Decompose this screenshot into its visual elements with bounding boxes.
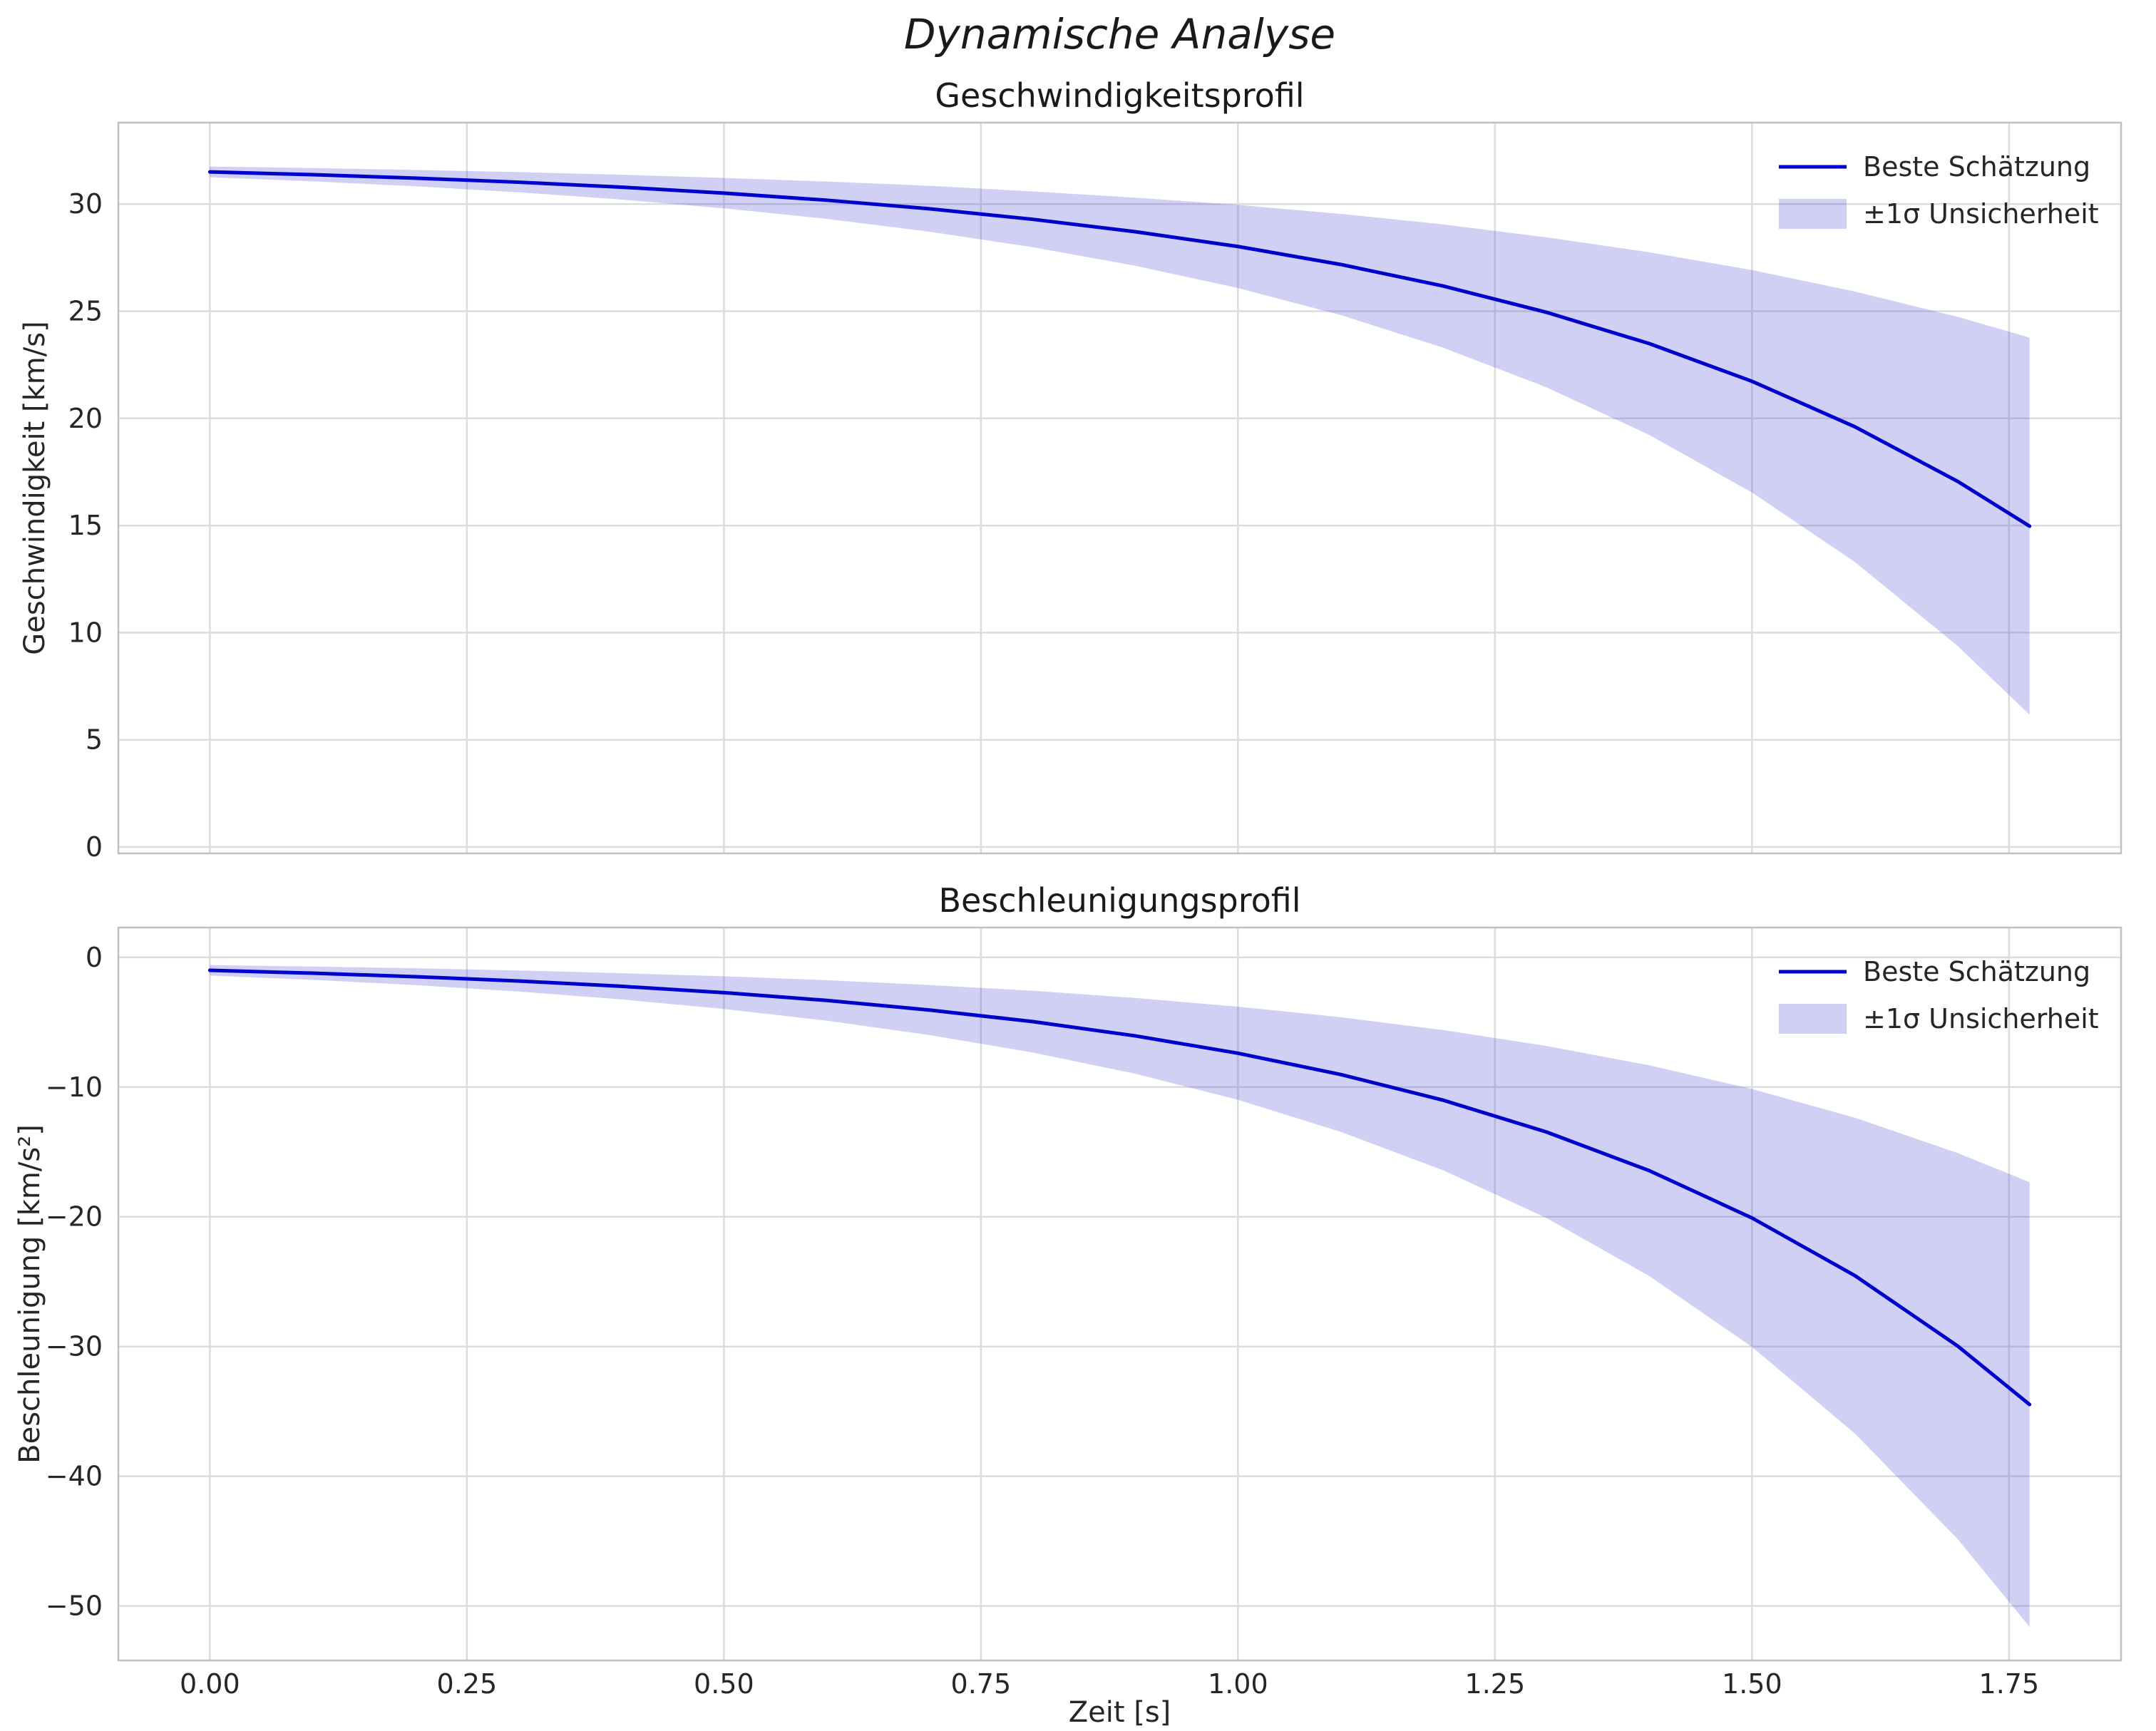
y-tick-label: 5 — [86, 724, 103, 756]
best-estimate-line — [207, 968, 2032, 1407]
y-axis-label: Geschwindigkeit [km/s] — [19, 321, 51, 654]
uncertainty-band — [210, 166, 2030, 715]
subplot-title: Geschwindigkeitsprofil — [935, 76, 1304, 115]
y-axis-label: Beschleunigung [km/s²] — [14, 1124, 46, 1464]
y-tick-label: 20 — [68, 403, 103, 434]
axes-spines — [117, 926, 2122, 1662]
legend-label-uncertainty: ±1σ Unsicherheit — [1863, 198, 2099, 230]
x-tick-label: 1.25 — [1465, 1668, 1526, 1700]
x-tick-label: 0.50 — [694, 1668, 754, 1700]
y-tick-label: 15 — [68, 510, 103, 541]
legend-label-best-estimate: Beste Schätzung — [1863, 151, 2090, 183]
x-tick-label: 0.25 — [437, 1668, 498, 1700]
x-tick-label: 1.50 — [1722, 1668, 1782, 1700]
x-tick-label: 1.00 — [1208, 1668, 1268, 1700]
y-tick-label: 0 — [86, 831, 103, 863]
y-tick-label: −50 — [46, 1591, 103, 1622]
axes-spines — [117, 121, 2122, 855]
subplot-1: 0 −10 −20 −30 −40 −50 0.00 0.25 0.50 0.75 1.00 1.25… — [14, 881, 2122, 1729]
legend-band-sample — [1779, 199, 1847, 229]
subplot-title: Beschleunigungsprofil — [938, 881, 1300, 920]
y-tick-label: −40 — [46, 1461, 103, 1492]
x-tick-label: 0.00 — [180, 1668, 240, 1700]
y-tick-label: −10 — [46, 1072, 103, 1103]
y-tick-label: 10 — [68, 617, 103, 648]
subplot-0: 0 5 10 15 20 25 30 Geschwindigkeitsprofil Geschw… — [19, 76, 2122, 863]
y-tick-label: 0 — [86, 942, 103, 973]
uncertainty-band — [210, 965, 2030, 1627]
y-tick-label: 30 — [68, 188, 103, 220]
y-tick-label: −20 — [46, 1201, 103, 1233]
best-estimate-line — [207, 170, 2032, 528]
figure-suptitle: Dynamische Analyse — [903, 10, 1336, 58]
x-tick-label: 0.75 — [951, 1668, 1012, 1700]
y-tick-label: −30 — [46, 1331, 103, 1362]
legend-label-uncertainty: ±1σ Unsicherheit — [1863, 1003, 2099, 1034]
legend-band-sample — [1779, 1004, 1847, 1034]
legend-label-best-estimate: Beste Schätzung — [1863, 956, 2090, 987]
x-tick-label: 1.75 — [1979, 1668, 2040, 1700]
y-tick-label: 25 — [68, 296, 103, 327]
x-axis-label: Zeit [s] — [1069, 1696, 1171, 1728]
